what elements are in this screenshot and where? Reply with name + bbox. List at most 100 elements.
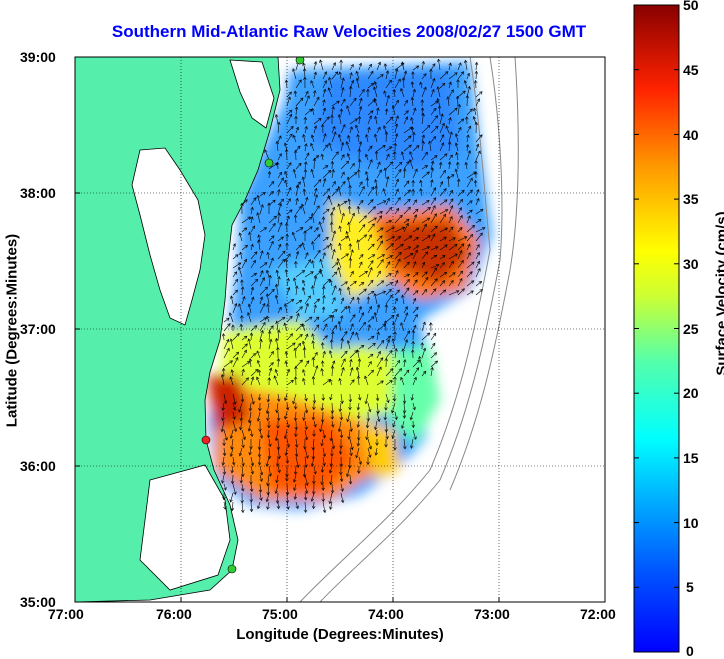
velocity-arrowhead <box>415 367 420 371</box>
velocity-arrow <box>230 376 234 386</box>
velocity-arrow <box>277 438 279 450</box>
velocity-arrowhead <box>288 187 292 191</box>
velocity-arrowhead <box>467 85 471 90</box>
velocity-arrow <box>284 303 288 314</box>
velocity-arrow <box>312 340 315 350</box>
velocity-arrowhead <box>431 88 435 93</box>
velocity-arrowhead <box>313 275 318 280</box>
velocity-arrow <box>268 325 274 332</box>
velocity-arrowhead <box>303 76 307 80</box>
velocity-arrow <box>457 288 465 296</box>
velocity-arrow <box>295 270 305 278</box>
velocity-arrowhead <box>356 133 360 138</box>
velocity-arrowhead <box>426 171 430 175</box>
velocity-arrowhead <box>462 90 466 94</box>
velocity-arrowhead <box>374 433 379 437</box>
velocity-arrow <box>376 351 381 359</box>
velocity-arrow <box>331 62 336 71</box>
velocity-arrowhead <box>442 289 447 293</box>
velocity-arrowhead <box>366 418 370 422</box>
velocity-arrow <box>275 429 279 441</box>
velocity-arrow <box>357 438 360 447</box>
velocity-arrowhead <box>386 399 390 404</box>
velocity-arrowhead <box>357 158 362 163</box>
velocity-arrow <box>421 246 430 251</box>
velocity-arrowhead <box>311 333 315 337</box>
velocity-arrow <box>232 271 237 278</box>
velocity-arrow <box>231 438 234 450</box>
velocity-arrowhead <box>294 444 299 448</box>
velocity-arrowhead <box>396 360 401 364</box>
velocity-arrowhead <box>319 59 323 63</box>
velocity-arrowhead <box>297 145 301 150</box>
velocity-arrow <box>304 152 310 161</box>
velocity-arrowhead <box>397 258 401 262</box>
velocity-arrowhead <box>432 197 437 201</box>
velocity-arrow <box>340 98 346 107</box>
velocity-arrowhead <box>444 227 448 231</box>
velocity-arrow <box>475 268 481 278</box>
velocity-arrowhead <box>480 208 484 213</box>
velocity-arrowhead <box>405 369 410 374</box>
y-tick-label: 37:00 <box>20 321 56 337</box>
velocity-arrow <box>241 349 247 359</box>
velocity-arrowhead <box>330 114 334 118</box>
velocity-arrowhead <box>223 400 228 404</box>
velocity-arrowhead <box>409 416 414 421</box>
velocity-arrowhead <box>295 126 299 131</box>
velocity-arrowhead <box>249 433 254 437</box>
velocity-arrowhead <box>412 131 416 136</box>
velocity-arrow <box>304 492 307 500</box>
velocity-arrowhead <box>445 125 449 129</box>
velocity-arrowhead <box>338 242 342 247</box>
velocity-arrowhead <box>346 105 350 109</box>
velocity-arrow <box>412 359 420 368</box>
velocity-arrowhead <box>429 322 433 326</box>
velocity-arrowhead <box>477 150 481 155</box>
velocity-arrowhead <box>372 206 376 210</box>
velocity-arrow <box>367 267 373 278</box>
velocity-arrow <box>294 91 297 98</box>
velocity-arrowhead <box>420 99 424 103</box>
velocity-arrow <box>385 131 387 143</box>
velocity-arrowhead <box>286 286 291 291</box>
velocity-arrow <box>457 127 462 134</box>
velocity-arrow <box>338 267 342 278</box>
velocity-arrow <box>295 79 302 89</box>
velocity-arrowhead <box>244 199 248 203</box>
velocity-arrowhead <box>234 303 238 307</box>
velocity-arrow <box>383 125 387 134</box>
velocity-arrowhead <box>247 419 252 424</box>
velocity-arrow <box>385 198 390 206</box>
velocity-arrowhead <box>250 471 254 475</box>
velocity-arrowhead <box>348 407 352 411</box>
velocity-arrowhead <box>222 452 227 457</box>
velocity-arrow <box>322 99 325 107</box>
velocity-arrowhead <box>337 266 341 271</box>
velocity-arrow <box>412 107 416 116</box>
velocity-arrowhead <box>329 221 334 225</box>
velocity-arrowhead <box>395 313 399 318</box>
velocity-arrowhead <box>377 61 381 66</box>
velocity-arrow <box>421 271 428 278</box>
velocity-arrowhead <box>289 133 293 137</box>
y-tick-label: 35:00 <box>20 594 56 610</box>
velocity-arrowhead <box>228 312 233 316</box>
velocity-arrow <box>465 162 468 170</box>
velocity-arrowhead <box>395 207 400 212</box>
velocity-arrow <box>241 245 248 251</box>
velocity-arrow <box>466 215 471 224</box>
velocity-arrow <box>268 223 276 233</box>
velocity-arrowhead <box>241 509 245 514</box>
velocity-arrowhead <box>374 179 378 183</box>
velocity-arrowhead <box>345 253 350 257</box>
velocity-arrowhead <box>221 333 226 337</box>
velocity-arrow <box>349 249 353 260</box>
velocity-arrow <box>285 447 288 456</box>
velocity-arrowhead <box>449 216 453 220</box>
velocity-arrow <box>367 361 372 368</box>
velocity-arrowhead <box>411 188 415 192</box>
velocity-arrow <box>475 134 483 143</box>
velocity-arrow <box>286 402 289 410</box>
velocity-arrowhead <box>265 269 270 274</box>
